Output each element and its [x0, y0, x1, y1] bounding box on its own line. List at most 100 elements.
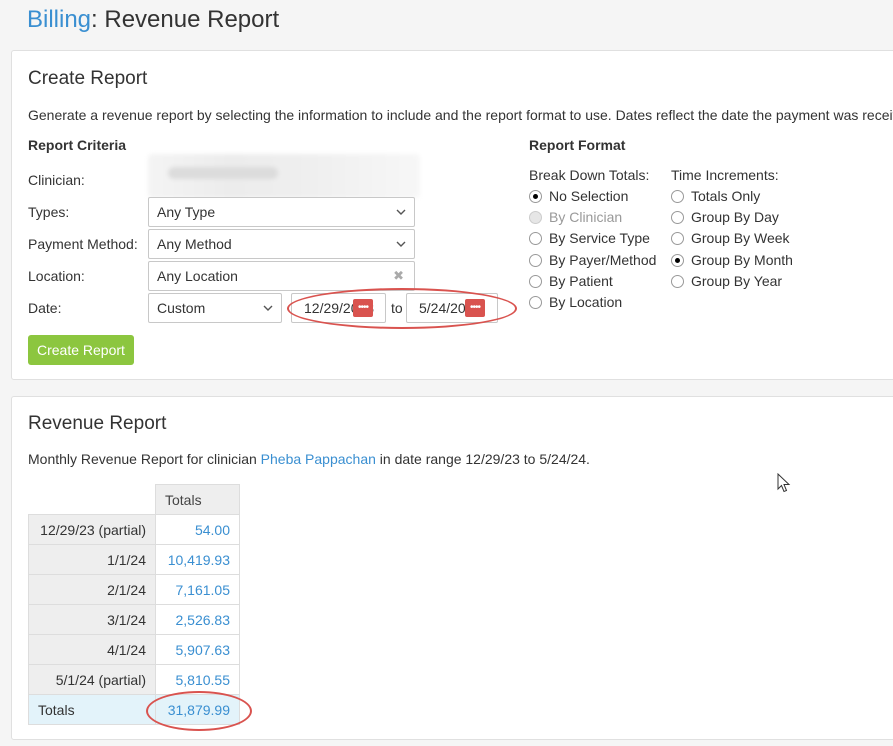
radio-by-service-type[interactable]: By Service Type — [529, 230, 650, 246]
radio-by-payer-method[interactable]: By Payer/Method — [529, 252, 656, 268]
types-label: Types: — [28, 204, 70, 220]
radio-label: Group By Week — [691, 230, 790, 246]
row-label: 1/1/24 — [28, 544, 156, 575]
date-mode-select[interactable]: Custom — [148, 293, 282, 323]
revenue-report-heading: Revenue Report — [28, 413, 167, 434]
radio-label: By Clinician — [549, 209, 623, 225]
mouse-cursor-icon — [777, 473, 791, 493]
row-label: 4/1/24 — [28, 634, 156, 665]
radio-label: By Payer/Method — [549, 252, 657, 268]
table-row: 2/1/24 7,161.05 — [28, 574, 240, 605]
radio-group-by-week[interactable]: Group By Week — [671, 230, 790, 246]
row-value-link[interactable]: 10,419.93 — [155, 544, 240, 575]
breadcrumb-billing[interactable]: Billing — [27, 6, 92, 33]
payment-method-label: Payment Method: — [28, 236, 138, 252]
radio-button-icon — [529, 210, 542, 224]
radio-button-icon[interactable] — [671, 253, 684, 267]
row-value-link[interactable]: 5,810.55 — [155, 664, 240, 695]
clinician-label: Clinician: — [28, 172, 85, 188]
create-report-heading: Create Report — [28, 68, 148, 89]
radio-label: By Location — [549, 294, 623, 310]
radio-label: By Patient — [549, 273, 613, 289]
radio-label: No Selection — [549, 188, 629, 204]
title-separator: : — [91, 6, 98, 33]
table-row: 5/1/24 (partial) 5,810.55 — [28, 664, 240, 695]
date-mode-value: Custom — [157, 300, 206, 316]
table-corner — [29, 485, 156, 515]
date-label: Date: — [28, 300, 62, 316]
row-label: 5/1/24 (partial) — [28, 664, 156, 695]
breakdown-heading: Break Down Totals: — [529, 167, 650, 183]
clear-icon[interactable]: ✖ — [393, 268, 404, 283]
table-row: 4/1/24 5,907.63 — [28, 634, 240, 665]
radio-label: Group By Month — [691, 252, 793, 268]
intro-text: Generate a revenue report by selecting t… — [28, 107, 893, 123]
title-text: Revenue Report — [97, 6, 280, 33]
radio-button-icon[interactable] — [529, 253, 542, 267]
report-format-title: Report Format — [529, 137, 626, 153]
totals-value-link[interactable]: 31,879.99 — [155, 694, 240, 725]
summary-suffix: in date range 12/29/23 to 5/24/24. — [375, 451, 590, 467]
date-to-label: to — [391, 300, 403, 316]
radio-group-by-day[interactable]: Group By Day — [671, 209, 779, 225]
radio-label: By Service Type — [549, 230, 650, 246]
radio-button-icon[interactable] — [671, 231, 684, 245]
radio-button-icon[interactable] — [529, 274, 542, 288]
calendar-picker-icon[interactable]: •••• — [353, 299, 373, 317]
page-title: Billing: Revenue Report — [27, 6, 279, 34]
chevron-down-icon — [396, 209, 406, 215]
clinician-select-redacted[interactable] — [148, 154, 420, 198]
row-label: 12/29/23 (partial) — [28, 514, 156, 545]
clinician-link[interactable]: Pheba Pappachan — [260, 451, 376, 467]
radio-by-location[interactable]: By Location — [529, 294, 622, 310]
radio-by-patient[interactable]: By Patient — [529, 273, 613, 289]
radio-button-icon[interactable] — [529, 231, 542, 245]
revenue-table: Totals 12/29/23 (partial) 54.00 1/1/24 1… — [28, 484, 240, 725]
radio-label: Group By Year — [691, 273, 783, 289]
radio-button-icon[interactable] — [671, 274, 684, 288]
report-criteria-title: Report Criteria — [28, 137, 127, 153]
revenue-report-panel: Revenue Report Monthly Revenue Report fo… — [11, 396, 893, 740]
table-header-row: Totals — [29, 484, 240, 515]
chevron-down-icon — [396, 241, 406, 247]
row-value-link[interactable]: 5,907.63 — [155, 634, 240, 665]
payment-method-value: Any Method — [157, 236, 232, 252]
location-select[interactable]: Any Location ✖ — [148, 261, 415, 291]
create-report-panel: Create Report Generate a revenue report … — [11, 50, 893, 380]
radio-button-icon[interactable] — [671, 210, 684, 224]
table-row: 3/1/24 2,526.83 — [28, 604, 240, 635]
chevron-down-icon — [263, 305, 273, 311]
create-report-button[interactable]: Create Report — [28, 335, 134, 365]
radio-by-clinician: By Clinician — [529, 209, 622, 225]
radio-button-icon[interactable] — [529, 189, 542, 203]
radio-group-by-month[interactable]: Group By Month — [671, 252, 793, 268]
report-summary: Monthly Revenue Report for clinician Phe… — [28, 451, 590, 467]
radio-no-selection[interactable]: No Selection — [529, 188, 628, 204]
totals-column-header: Totals — [155, 484, 240, 515]
radio-totals-only[interactable]: Totals Only — [671, 188, 760, 204]
types-select[interactable]: Any Type — [148, 197, 415, 227]
date-from-input[interactable]: 12/29/2023 •••• — [291, 293, 386, 323]
row-value-link[interactable]: 54.00 — [155, 514, 240, 545]
radio-label: Totals Only — [691, 188, 761, 204]
summary-prefix: Monthly Revenue Report for clinician — [28, 451, 261, 467]
radio-group-by-year[interactable]: Group By Year — [671, 273, 782, 289]
row-label: 3/1/24 — [28, 604, 156, 635]
row-value-link[interactable]: 7,161.05 — [155, 574, 240, 605]
types-value: Any Type — [157, 204, 216, 220]
row-value-link[interactable]: 2,526.83 — [155, 604, 240, 635]
location-label: Location: — [28, 268, 85, 284]
location-value: Any Location — [157, 268, 238, 284]
date-to-input[interactable]: 5/24/2024 •••• — [406, 293, 498, 323]
totals-label: Totals — [28, 694, 156, 725]
table-row: 12/29/23 (partial) 54.00 — [28, 514, 240, 545]
radio-button-icon[interactable] — [529, 295, 542, 309]
totals-row: Totals 31,879.99 — [28, 694, 240, 725]
radio-label: Group By Day — [691, 209, 779, 225]
calendar-picker-icon[interactable]: •••• — [465, 299, 485, 317]
row-label: 2/1/24 — [28, 574, 156, 605]
time-increments-heading: Time Increments: — [671, 167, 779, 183]
payment-method-select[interactable]: Any Method — [148, 229, 415, 259]
radio-button-icon[interactable] — [671, 189, 684, 203]
table-row: 1/1/24 10,419.93 — [28, 544, 240, 575]
